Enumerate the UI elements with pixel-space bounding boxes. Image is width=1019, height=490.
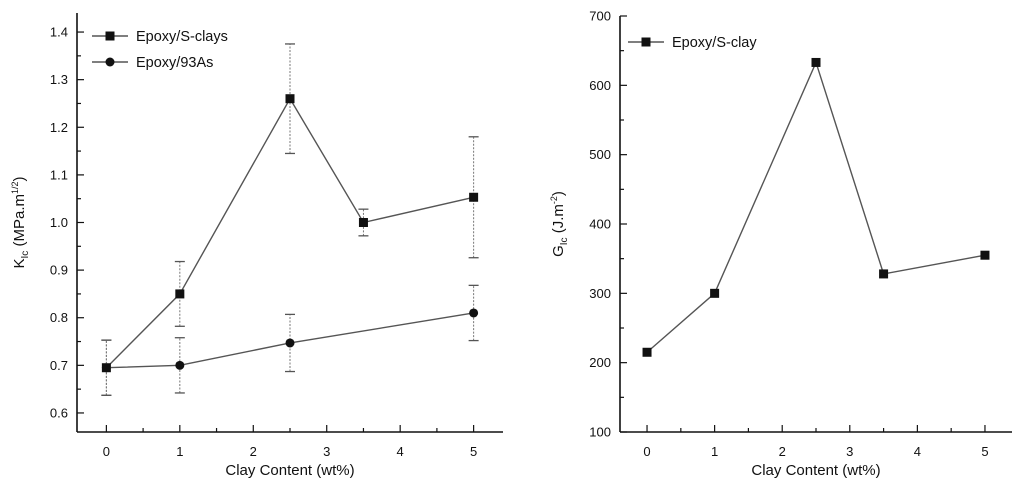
x-tick-label: 3 [846,444,853,459]
data-point [980,250,990,260]
data-point [358,218,368,227]
y-tick-label: 300 [589,286,611,301]
y-tick-label: 600 [589,78,611,93]
x-tick-label: 1 [176,444,183,459]
y-tick-label: 400 [589,217,611,232]
y-tick-label: 500 [589,147,611,162]
series-line [646,60,986,353]
x-tick-label: 5 [470,444,477,459]
x-tick-label: 3 [323,444,330,459]
series-Epoxy/S-clays [101,43,479,396]
x-tick-label: 4 [397,444,404,459]
y-tick-label: 0.9 [50,263,68,278]
x-axis-title: Clay Content (wt%) [751,462,880,479]
legend-label: Epoxy/S-clays [136,29,228,45]
legend-marker [105,31,115,41]
x-tick-label: 2 [779,444,786,459]
y-tick-label: 1.2 [50,120,68,135]
data-point [285,338,295,348]
series-line [106,312,474,369]
data-point [811,57,821,67]
y-axis-title: KIc (MPa.m1/2) [10,177,31,269]
y-tick-label: 0.6 [50,405,68,420]
y-tick-label: 0.7 [50,358,68,373]
data-point [879,269,889,279]
legend-entry: Epoxy/S-clays [92,29,228,45]
legend-label: Epoxy/S-clay [672,35,757,51]
y-tick-label: 1.1 [50,167,68,182]
y-tick-label: 0.8 [50,310,68,325]
y-tick-label: 1.4 [50,25,68,40]
chart-panel-1: 0 1 2 3 4 5 0.6 0.7 0.8 0.9 1.0 1.1 1.2 1.3 1.4 Clay Co… [10,13,503,479]
data-point [710,288,720,298]
y-tick-label: 1.3 [50,72,68,87]
x-tick-label: 4 [914,444,921,459]
legend-label: Epoxy/93As [136,55,213,71]
y-axis-title: GIc (J.m-2) [549,191,570,257]
data-point [642,347,652,357]
chart-panel-2: 0 1 2 3 4 5 100 200 300 400 500 600 700 Clay Content … [549,9,1012,479]
data-point [175,360,185,370]
legend-entry: Epoxy/S-clay [628,35,757,51]
y-tick-label: 100 [589,425,611,440]
data-point [285,94,295,104]
legend-marker [105,57,115,67]
data-point [469,192,479,202]
data-point [469,308,479,318]
x-tick-label: 2 [250,444,257,459]
x-tick-label: 0 [643,444,650,459]
legend-marker [641,37,651,47]
legend-entry: Epoxy/93As [92,55,213,71]
x-axis-title: Clay Content (wt%) [225,462,354,479]
y-tick-label: 200 [589,355,611,370]
x-tick-label: 0 [103,444,110,459]
y-tick-label: 700 [589,9,611,24]
data-point [175,289,185,299]
x-tick-label: 5 [981,444,988,459]
data-point [101,363,111,373]
x-tick-label: 1 [711,444,718,459]
series-Epoxy/93As [101,284,479,396]
series-Epoxy/S-clay [642,57,990,357]
y-tick-label: 1.0 [50,215,68,230]
